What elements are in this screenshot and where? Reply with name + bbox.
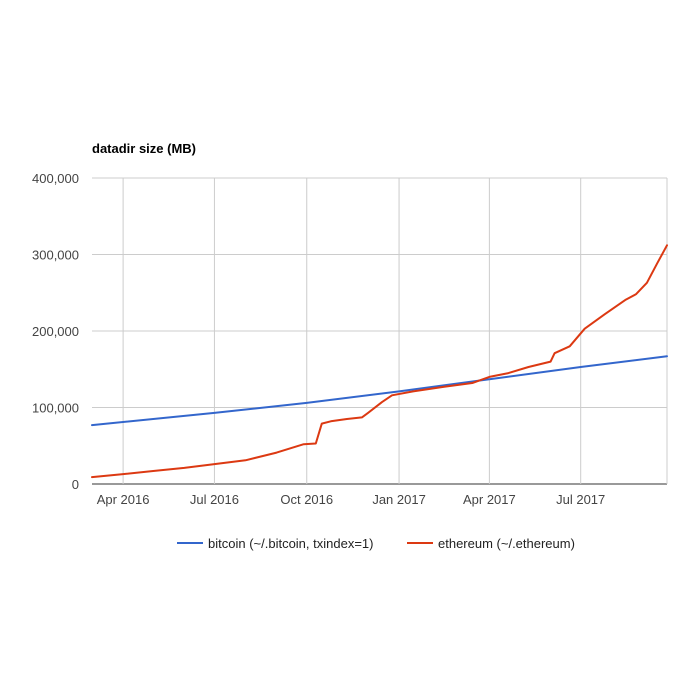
x-tick-label: Oct 2016 [280,492,333,507]
legend-label: ethereum (~/.ethereum) [438,536,575,551]
y-tick-label: 300,000 [32,248,79,263]
x-tick-label: Apr 2016 [97,492,150,507]
legend-label: bitcoin (~/.bitcoin, txindex=1) [208,536,373,551]
x-tick-label: Jan 2017 [372,492,426,507]
grid [92,177,668,485]
axes: 0 100,000 200,000 300,000 400,000 Apr 2016 Jul… [32,171,605,507]
chart-title: datadir size (MB) [92,141,196,156]
legend: bitcoin (~/.bitcoin, txindex=1) ethereum … [177,536,575,551]
x-tick-label: Jul 2017 [556,492,605,507]
series-line-ethereum [91,244,668,479]
y-tick-label: 100,000 [32,401,79,416]
series-line-bitcoin [91,355,668,427]
y-tick-label: 200,000 [32,324,79,339]
series-lines [91,244,668,479]
x-tick-label: Jul 2016 [190,492,239,507]
x-tick-label: Apr 2017 [463,492,516,507]
y-tick-label: 400,000 [32,171,79,186]
y-tick-label: 0 [72,477,79,492]
